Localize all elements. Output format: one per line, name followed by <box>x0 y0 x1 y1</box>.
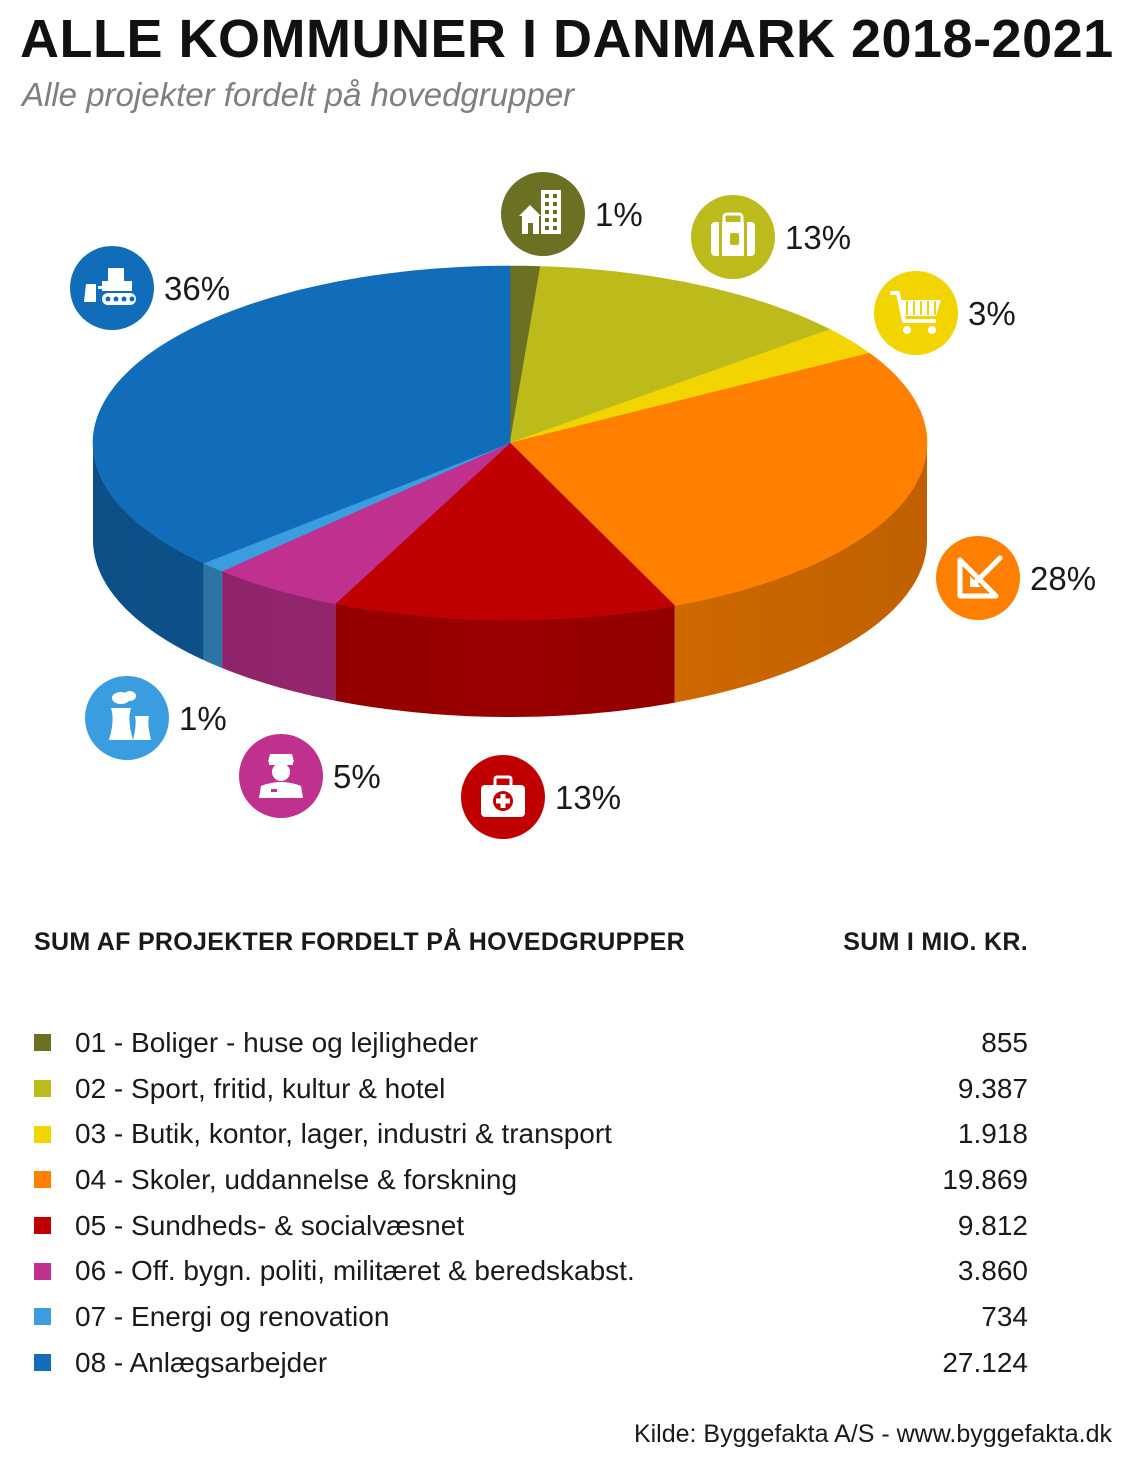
legend-row: 05 - Sundheds- & socialvæsnet 9.812 <box>34 1203 1028 1249</box>
legend-table: 01 - Boliger - huse og lejligheder 855 02 … <box>34 1020 1028 1386</box>
legend-row: 08 - Anlægsarbejder 27.124 <box>34 1340 1028 1386</box>
legend-label: 04 - Skoler, uddannelse & forskning <box>75 1163 518 1195</box>
pie-slice <box>221 442 511 605</box>
pie-slice <box>334 442 676 621</box>
pie-slice <box>92 265 511 564</box>
pie-percent-label: 3% <box>968 295 1016 332</box>
legend-swatch <box>34 1308 51 1326</box>
table-header-sum: SUM I MIO. KR. <box>843 928 1028 956</box>
legend-value: 855 <box>981 1026 1028 1058</box>
shopping-cart-icon <box>874 271 958 355</box>
pie-percent-label: 36% <box>164 270 230 307</box>
legend-row: 03 - Butik, kontor, lager, industri & tr… <box>34 1111 1028 1157</box>
legend-swatch <box>34 1171 51 1189</box>
legend-row: 02 - Sport, fritid, kultur & hotel 9.387 <box>34 1066 1028 1112</box>
first-aid-kit-icon <box>461 755 545 839</box>
pie-percent-label: 28% <box>1030 560 1096 597</box>
legend-value: 1.918 <box>957 1118 1028 1150</box>
legend-label: 03 - Butik, kontor, lager, industri & tr… <box>75 1118 612 1150</box>
pie-percent-label: 1% <box>179 700 227 737</box>
legend-swatch <box>34 1262 51 1280</box>
pie-sides <box>93 443 927 717</box>
apartment-building-icon <box>501 172 585 256</box>
legend-swatch <box>34 1217 51 1235</box>
legend-swatch <box>34 1080 51 1098</box>
pie-slice <box>509 266 831 444</box>
power-plant-icon <box>85 676 169 760</box>
source-note: Kilde: Byggefakta A/S - www.byggefakta.d… <box>633 1420 1112 1448</box>
legend-row: 06 - Off. bygn. politi, militæret & bere… <box>34 1248 1028 1294</box>
legend-row: 07 - Energi og renovation 734 <box>34 1294 1028 1340</box>
legend-label: 05 - Sundheds- & socialvæsnet <box>75 1209 465 1241</box>
page-subtitle: Alle projekter fordelt på hovedgrupper <box>22 76 575 113</box>
legend-swatch <box>34 1034 51 1052</box>
legend-swatch <box>34 1354 51 1372</box>
pie-slice <box>509 329 871 444</box>
pie-slice <box>203 442 511 572</box>
pie-labels: 1% 13% 3% 28% 13% 5% 1% 36% <box>164 196 1096 816</box>
legend-label: 08 - Anlægsarbejder <box>75 1346 328 1378</box>
pie-percent-label: 13% <box>785 219 851 256</box>
pie-percent-label: 13% <box>555 779 621 816</box>
legend-label: 01 - Boliger - huse og lejligheder <box>75 1026 479 1058</box>
legend-row: 04 - Skoler, uddannelse & forskning 19.86… <box>34 1157 1028 1203</box>
bulldozer-icon <box>70 246 154 330</box>
pie-side-shading <box>93 443 927 717</box>
set-square-icon <box>936 536 1020 620</box>
legend-value: 27.124 <box>942 1346 1028 1378</box>
legend-swatch <box>34 1125 51 1143</box>
legend-value: 734 <box>981 1300 1028 1332</box>
pie-chart: 1% 13% 3% 28% 13% 5% 1% 36% <box>70 172 1096 839</box>
pie-tops <box>92 265 928 621</box>
page-title: ALLE KOMMUNER I DANMARK 2018-2021 <box>20 9 1114 69</box>
legend-label: 02 - Sport, fritid, kultur & hotel <box>75 1072 446 1104</box>
legend-value: 9.812 <box>957 1209 1028 1241</box>
pie-icons <box>70 172 1020 839</box>
legend-value: 3.860 <box>957 1255 1028 1287</box>
luggage-icon <box>691 195 775 279</box>
police-officer-icon <box>239 734 323 818</box>
pie-percent-label: 5% <box>333 758 381 795</box>
legend-value: 9.387 <box>957 1072 1028 1104</box>
legend-label: 07 - Energi og renovation <box>75 1300 390 1332</box>
table-header-groups: SUM AF PROJEKTER FORDELT PÅ HOVEDGRUPPER <box>34 928 685 956</box>
pie-percent-label: 1% <box>595 196 643 233</box>
pie-slice <box>509 352 928 606</box>
legend-label: 06 - Off. bygn. politi, militæret & bere… <box>75 1255 635 1287</box>
legend-value: 19.869 <box>942 1163 1028 1195</box>
legend-row: 01 - Boliger - huse og lejligheder 855 <box>34 1020 1028 1066</box>
